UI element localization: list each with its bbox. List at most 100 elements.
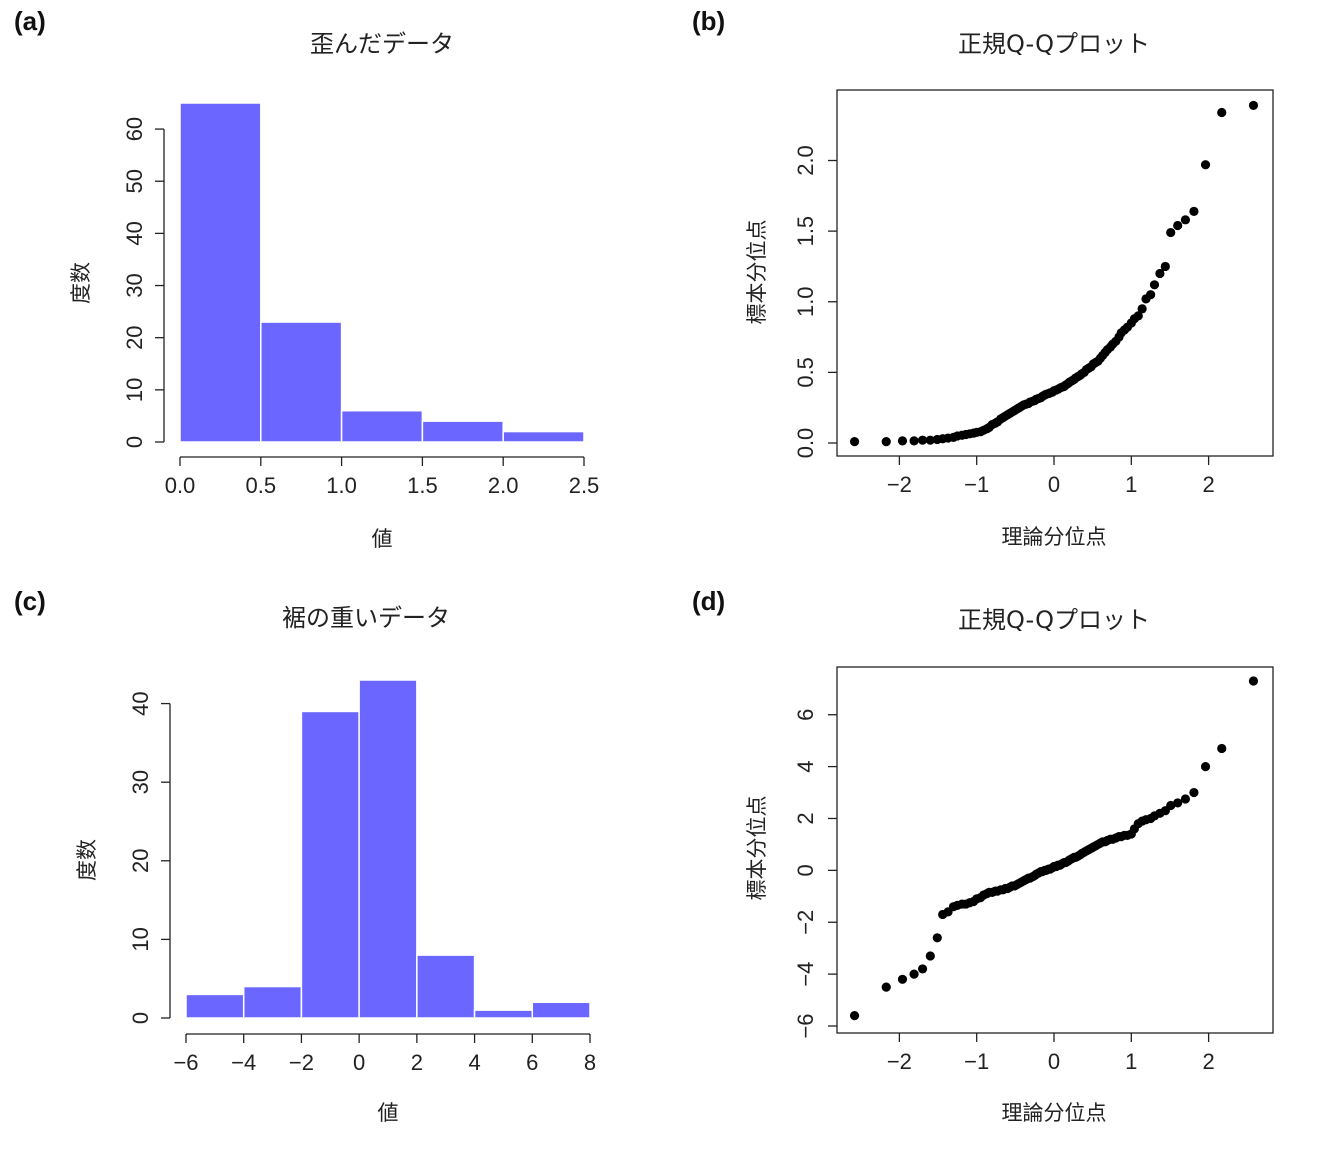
y-tick-label: 20 <box>128 849 153 873</box>
x-tick-label: 2.0 <box>488 473 519 498</box>
y-axis-label-d: 標本分位点 <box>745 796 769 901</box>
histogram-bar <box>260 321 343 443</box>
histogram-bar <box>502 430 585 443</box>
histogram-bar <box>340 409 424 443</box>
x-tick-label: 0.5 <box>246 473 277 498</box>
bars-a <box>179 102 585 443</box>
data-point <box>1133 311 1143 321</box>
x-tick-label: 0.0 <box>165 473 196 498</box>
data-point <box>881 982 891 992</box>
x-tick-label: 2 <box>1202 472 1214 497</box>
x-tick-label: −6 <box>173 1050 198 1075</box>
data-point <box>849 1011 860 1021</box>
data-point <box>897 436 908 446</box>
y-tick-label: 0 <box>793 864 818 876</box>
x-axis-label-c: 値 <box>378 1101 399 1125</box>
y-tick-label: −6 <box>793 1013 818 1038</box>
y-tick-label: 1.0 <box>793 286 818 317</box>
y-tick-label: 30 <box>128 770 153 794</box>
x-tick-label: −2 <box>289 1050 314 1075</box>
histogram-bar <box>421 420 504 443</box>
data-point <box>1200 160 1211 170</box>
data-point <box>932 933 942 943</box>
axes-b: −2 −1 0 1 2 0.0 0.5 1.0 1.5 2.0 <box>793 145 1215 497</box>
x-tick-label: 8 <box>584 1050 596 1075</box>
chart-a: (a) 歪んだデータ 値 度数 0.0 0.5 1.0 1.5 2.0 2.5 0 10 20 3… <box>14 6 599 551</box>
x-tick-label: 6 <box>526 1050 538 1075</box>
histogram-bar <box>473 1009 534 1019</box>
data-point <box>1189 206 1199 216</box>
data-point <box>1166 800 1176 811</box>
bars-c <box>185 679 591 1019</box>
y-tick-label: 2 <box>793 812 818 824</box>
data-point <box>1180 215 1191 225</box>
y-tick-label: 0.0 <box>793 428 818 459</box>
x-axis-label-b: 理論分位点 <box>1002 525 1107 549</box>
y-tick-label: 4 <box>793 760 818 772</box>
points-b <box>849 100 1259 447</box>
data-point <box>917 964 928 974</box>
y-axis-label-a: 度数 <box>69 262 93 304</box>
y-axis-label-b: 標本分位点 <box>745 220 769 325</box>
y-tick-label: 2.0 <box>793 145 818 176</box>
x-tick-label: −1 <box>964 1049 989 1074</box>
x-tick-label: 0 <box>353 1050 365 1075</box>
x-tick-label: 2 <box>411 1050 423 1075</box>
x-tick-label: 2.5 <box>569 473 600 498</box>
histogram-bar <box>416 954 476 1019</box>
chart-c: (c) 裾の重いデータ 値 度数 −6 −4 −2 0 2 4 6 8 0 10 20 30 40 <box>14 586 596 1125</box>
data-point <box>1248 100 1259 111</box>
data-point <box>1173 220 1183 231</box>
data-point <box>1217 107 1227 118</box>
x-tick-label: −4 <box>231 1050 256 1075</box>
data-point <box>1217 743 1227 754</box>
x-axis-label-d: 理論分位点 <box>1002 1101 1107 1125</box>
chart-d: (d) 正規Q-Qプロット 理論分位点 標本分位点 −2 −1 0 1 2 −6 −4 −2 0… <box>692 586 1274 1125</box>
x-tick-label: 4 <box>468 1050 480 1075</box>
histogram-bar <box>185 993 245 1019</box>
y-tick-label: 30 <box>122 273 147 297</box>
x-tick-label: 0 <box>1048 1049 1060 1074</box>
chart-title-c: 裾の重いデータ <box>282 604 450 632</box>
y-axis-label-c: 度数 <box>75 839 99 881</box>
plot-frame-d <box>836 666 1274 1034</box>
histogram-bar <box>300 710 360 1019</box>
x-tick-label: 1.0 <box>326 473 357 498</box>
data-point <box>1155 268 1165 279</box>
data-point <box>909 969 919 979</box>
chart-title-a: 歪んだデータ <box>310 30 454 58</box>
x-tick-label: −2 <box>887 472 912 497</box>
x-tick-label: 1.5 <box>407 473 438 498</box>
y-tick-label: 0 <box>122 436 147 448</box>
y-tick-label: 40 <box>122 221 147 245</box>
y-tick-label: −2 <box>793 910 818 935</box>
data-point <box>1248 676 1259 686</box>
data-point <box>1189 787 1199 798</box>
data-point <box>1200 762 1211 772</box>
chart-b: (b) 正規Q-Qプロット 理論分位点 標本分位点 −2 −1 0 1 2 0.0 0.5 1… <box>692 6 1274 549</box>
histogram-bar <box>242 985 303 1019</box>
histogram-bar <box>358 679 418 1019</box>
y-tick-label: 10 <box>128 927 153 951</box>
panel-label-b: (b) <box>692 6 725 36</box>
y-tick-label: 40 <box>128 691 153 715</box>
data-point <box>917 435 928 445</box>
data-point <box>897 974 908 984</box>
chart-title-b: 正規Q-Qプロット <box>958 30 1150 58</box>
data-point <box>1137 304 1147 314</box>
data-point <box>1173 798 1183 808</box>
x-tick-label: 0 <box>1048 472 1060 497</box>
x-axis-label-a: 値 <box>372 527 393 551</box>
x-tick-label: −2 <box>887 1049 912 1074</box>
data-point <box>1166 227 1176 238</box>
data-point <box>1146 290 1156 300</box>
axes-a: 0.0 0.5 1.0 1.5 2.0 2.5 0 10 20 30 40 50 60 <box>122 117 599 498</box>
histogram-bar <box>179 102 262 443</box>
y-tick-label: 6 <box>793 709 818 721</box>
x-tick-label: 1 <box>1125 1049 1137 1074</box>
x-tick-label: −1 <box>964 472 989 497</box>
x-tick-label: 1 <box>1125 472 1137 497</box>
data-point <box>925 435 935 445</box>
data-point <box>849 436 860 447</box>
